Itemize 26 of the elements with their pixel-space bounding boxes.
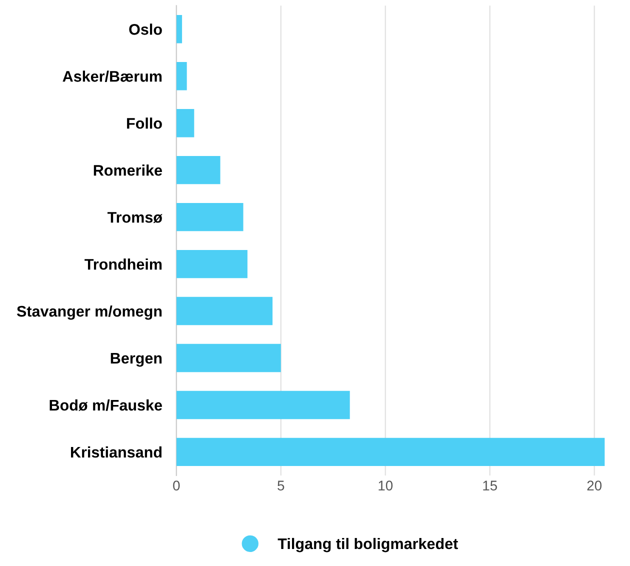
y-tick-label: Asker/Bærum [62,70,162,82]
x-tick-label: 10 [378,480,393,491]
legend-label: Tilgang til boligmarkedet [278,538,458,552]
y-tick-label: Romerike [94,164,162,176]
x-tick-label: 5 [278,480,284,491]
y-tick-label: Kristiansand [71,446,162,458]
bar [176,15,182,44]
bar [176,390,350,420]
y-tick-label: Tromsø [108,212,162,224]
bar [176,438,605,466]
y-tick-label: Bodø m/Fauske [50,399,162,411]
bar [176,62,187,90]
x-tick-label: 0 [173,480,180,491]
bar [176,109,194,138]
y-tick-label: Trondheim [84,258,162,270]
y-tick-label: Follo [127,118,162,129]
bar [176,250,248,278]
y-tick-label: Bergen [110,352,162,367]
bar [176,296,273,326]
x-tick-label: 15 [483,480,498,491]
x-tick-label: 20 [587,480,602,491]
bar [176,156,220,184]
y-tick-label: Oslo [129,24,162,35]
y-tick-label: Stavanger m/omegn [16,305,162,320]
bar [176,344,281,372]
bar [176,202,244,232]
